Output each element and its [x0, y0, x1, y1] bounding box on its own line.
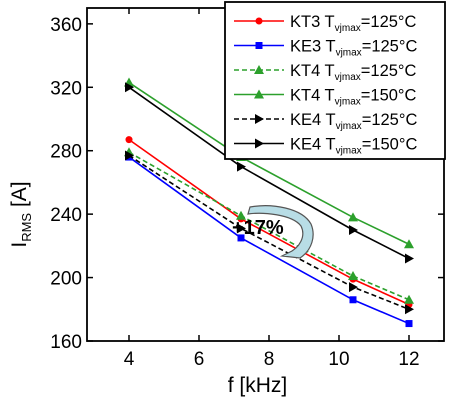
legend-item: KT4 Tvjmax=150°C: [234, 87, 417, 108]
x-tick-label: 4: [124, 349, 135, 370]
legend-label-subscript: vjmax: [335, 97, 361, 108]
legend-label: KE4 Tvjmax=125°C: [290, 111, 417, 132]
series-line: [128, 86, 410, 260]
legend-item: KT4 Tvjmax=125°C: [234, 62, 417, 83]
data-point: [125, 136, 133, 144]
data-point: [349, 282, 358, 293]
series-6: [125, 82, 414, 264]
legend-swatch-marker: [254, 65, 264, 74]
legend-swatch-marker: [254, 89, 264, 99]
legend-series-name: KT3: [290, 13, 320, 31]
legend-label-prefix: T: [320, 62, 334, 80]
legend-label: KT4 Tvjmax=125°C: [290, 62, 417, 83]
annotation-text: +17%: [232, 217, 284, 239]
data-point: [236, 210, 246, 220]
legend-swatch-marker: [255, 138, 264, 149]
data-point: [125, 150, 134, 161]
legend-item: KE4 Tvjmax=125°C: [234, 111, 417, 132]
y-axis-label: IRMS [A]: [8, 181, 34, 247]
data-point: [405, 320, 413, 328]
legend-swatch-marker: [255, 42, 263, 49]
legend-item: KE3 Tvjmax=125°C: [234, 38, 417, 59]
legend-label-prefix: T: [320, 87, 334, 105]
legend-label-tail: =125°C: [361, 13, 417, 31]
legend-label-prefix: T: [320, 13, 334, 31]
legend-label-tail: =125°C: [361, 62, 417, 80]
data-point: [237, 161, 246, 172]
data-point: [404, 239, 414, 249]
y-tick-label: 160: [50, 332, 82, 353]
data-point: [125, 82, 134, 93]
data-point: [348, 270, 358, 280]
legend-item: KE4 Tvjmax=150°C: [234, 136, 417, 157]
legend-label-prefix: T: [321, 111, 335, 129]
data-point: [349, 225, 358, 235]
legend-swatch-marker: [255, 17, 263, 25]
y-axis-label-unit: [A]: [8, 181, 31, 213]
legend-label: KE4 Tvjmax=150°C: [290, 136, 417, 157]
legend-label: KT4 Tvjmax=150°C: [290, 87, 417, 108]
y-tick-label: 280: [50, 142, 82, 163]
legend-box: [224, 1, 446, 160]
legend-series-name: KE4: [290, 111, 321, 129]
data-point: [404, 294, 414, 304]
data-point: [349, 296, 357, 304]
legend-label: KT3 Tvjmax=125°C: [290, 13, 417, 34]
series-line: [128, 151, 410, 301]
x-tick-label: 8: [264, 349, 275, 370]
y-tick-label: 200: [50, 269, 82, 290]
legend-label-tail: =150°C: [361, 87, 417, 105]
x-axis-label: f [kHz]: [228, 374, 288, 397]
legend-label-subscript: vjmax: [335, 23, 361, 34]
x-tick-label: 12: [398, 349, 419, 370]
legend-label-prefix: T: [321, 38, 335, 56]
y-axis-label-subscript: RMS: [19, 213, 34, 242]
x-tick-label: 10: [328, 349, 349, 370]
y-tick-label: 320: [50, 78, 82, 99]
legend-label-tail: =150°C: [362, 136, 418, 154]
legend-label-subscript: vjmax: [336, 121, 362, 132]
series-2: [125, 153, 413, 328]
data-point: [348, 212, 358, 222]
data-point: [237, 234, 245, 242]
series-line: [128, 156, 410, 325]
x-tick-label: 6: [194, 349, 205, 370]
legend-label-subscript: vjmax: [335, 72, 361, 83]
legend-label-tail: =125°C: [362, 111, 418, 129]
data-point: [405, 253, 414, 264]
series-line: [128, 81, 410, 245]
legend-label-prefix: T: [321, 136, 335, 154]
legend-series-name: KT4: [290, 62, 320, 80]
legend-series-name: KE3: [290, 38, 321, 56]
legend-label-subscript: vjmax: [336, 48, 362, 59]
annotation-layer: +17%: [232, 205, 314, 259]
legend-label: KE3 Tvjmax=125°C: [290, 38, 417, 59]
y-axis-label-main: I: [8, 242, 31, 248]
legend-series-name: KT4: [290, 87, 320, 105]
data-point: [405, 304, 414, 315]
legend-item: KT3 Tvjmax=125°C: [234, 13, 417, 34]
annotation-arrow: [247, 205, 314, 259]
axes: 4 6 8 10 12 160 200 240 280 320 360 f [kHz] IRMS [A]: [8, 7, 445, 397]
legend-series-name: KE4: [290, 136, 321, 154]
y-tick-label: 240: [50, 205, 82, 226]
legend-swatch-marker: [255, 114, 264, 124]
legend-label-subscript: vjmax: [336, 146, 362, 157]
y-tick-label: 360: [50, 15, 82, 36]
legend-label-tail: =125°C: [362, 38, 418, 56]
data-point: [237, 223, 246, 234]
